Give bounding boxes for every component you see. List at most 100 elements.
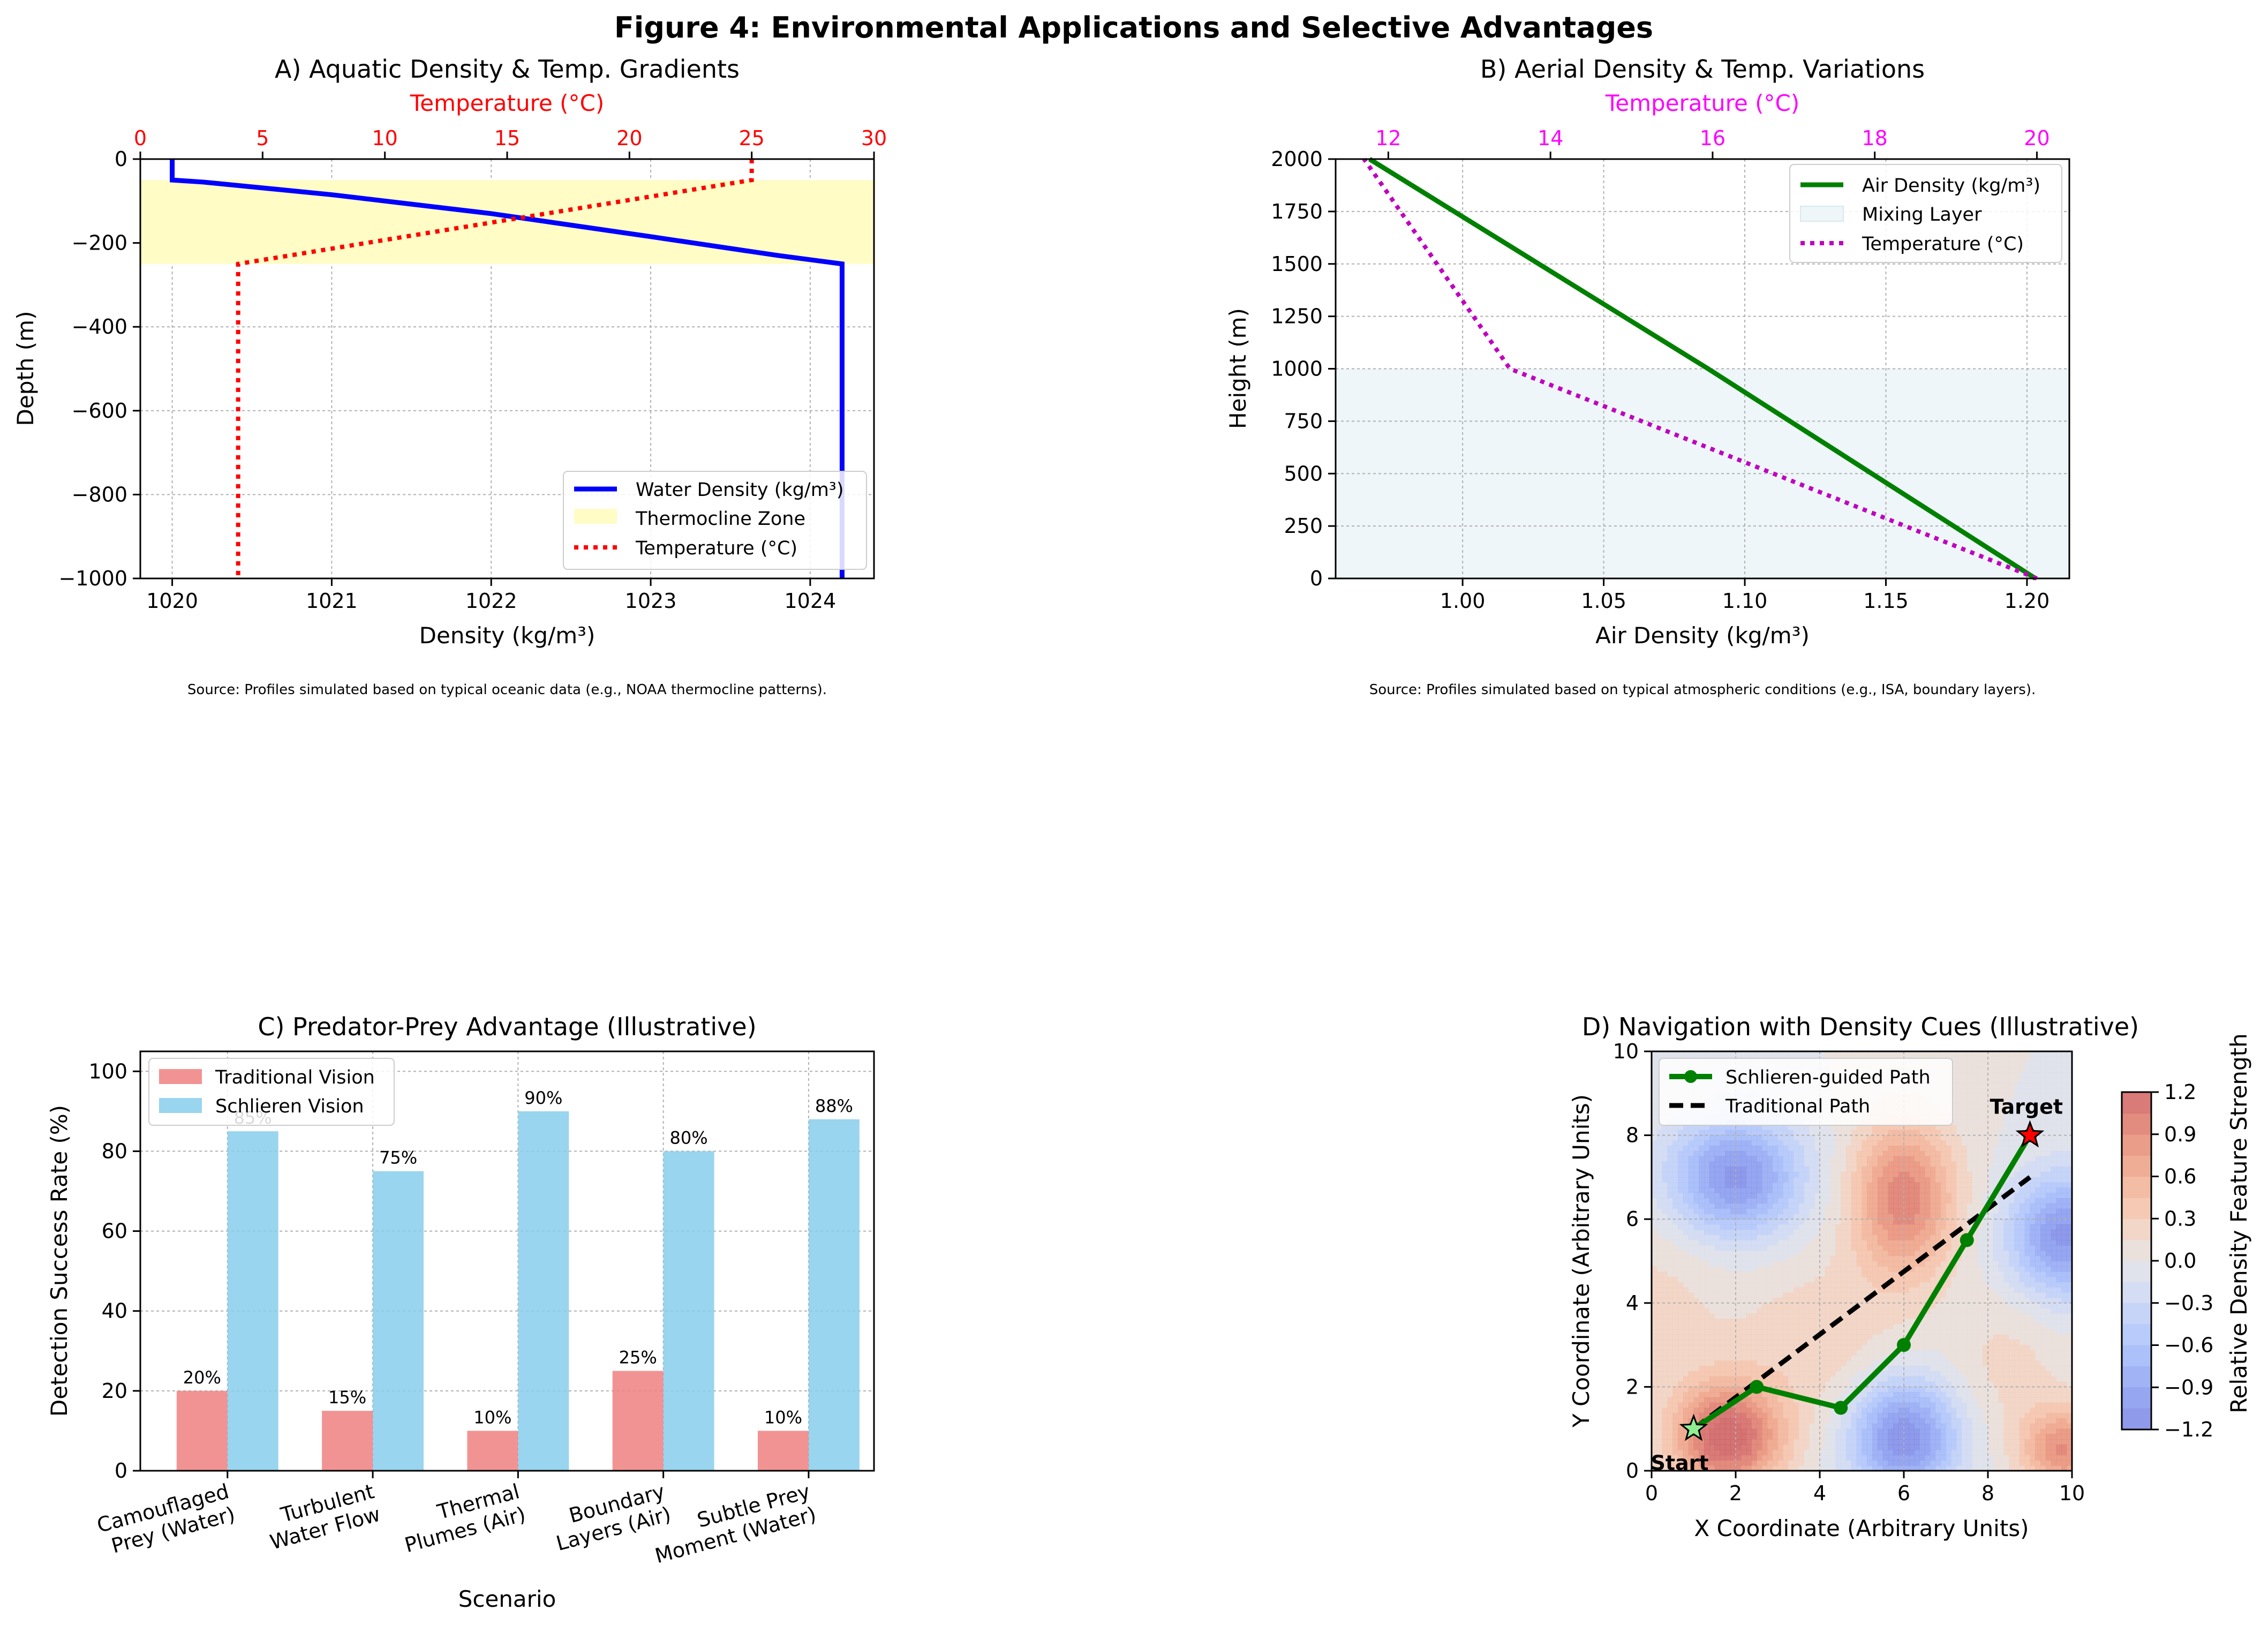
heat-cell bbox=[1961, 1150, 1968, 1157]
heat-cell bbox=[1736, 1413, 1742, 1419]
heat-cell bbox=[1746, 1245, 1752, 1251]
heat-cell bbox=[1678, 1229, 1684, 1236]
heat-cell bbox=[1914, 1229, 1920, 1236]
heat-cell bbox=[1757, 1308, 1762, 1314]
heat-cell bbox=[1862, 1140, 1867, 1146]
heat-cell bbox=[1867, 1187, 1873, 1193]
heat-cell bbox=[1762, 1455, 1768, 1461]
heat-cell bbox=[1835, 1350, 1841, 1356]
heat-cell bbox=[1925, 1345, 1931, 1351]
heat-cell bbox=[1835, 1245, 1841, 1251]
heat-cell bbox=[1652, 1287, 1657, 1293]
heat-cell bbox=[1772, 1329, 1779, 1335]
heat-cell bbox=[1709, 1460, 1715, 1466]
heat-cell bbox=[1788, 1449, 1794, 1456]
heat-cell bbox=[1956, 1340, 1962, 1345]
heat-cell bbox=[1851, 1266, 1857, 1272]
heat-cell bbox=[1830, 1355, 1836, 1361]
heat-cell bbox=[1841, 1177, 1847, 1183]
heat-cell bbox=[1736, 1224, 1742, 1230]
heat-cell bbox=[1904, 1445, 1910, 1450]
heat-cell bbox=[1914, 1182, 1920, 1188]
heat-cell bbox=[1951, 1272, 1957, 1277]
panel-b-xtick-label: 1.15 bbox=[1863, 589, 1909, 613]
heat-cell bbox=[1925, 1140, 1931, 1146]
heat-cell bbox=[1662, 1150, 1668, 1157]
heat-cell bbox=[1851, 1360, 1857, 1366]
heat-cell bbox=[1798, 1308, 1805, 1314]
panel-a-ytick-label: −200 bbox=[72, 231, 127, 255]
heat-cell bbox=[1825, 1229, 1831, 1236]
heat-cell bbox=[1851, 1287, 1857, 1293]
heat-cell bbox=[1940, 1381, 1947, 1387]
heat-cell bbox=[1652, 1150, 1657, 1157]
heat-cell bbox=[1720, 1449, 1726, 1456]
heat-cell bbox=[1946, 1360, 1951, 1366]
heat-cell bbox=[1714, 1323, 1721, 1330]
heat-cell bbox=[1956, 1198, 1962, 1204]
heat-cell bbox=[1720, 1156, 1726, 1162]
heat-cell bbox=[1877, 1397, 1883, 1403]
heat-cell bbox=[1667, 1308, 1673, 1314]
heat-cell bbox=[1730, 1439, 1736, 1445]
heat-cell bbox=[1793, 1125, 1799, 1131]
heat-cell bbox=[1904, 1402, 1910, 1409]
heat-cell bbox=[1925, 1203, 1931, 1209]
heat-cell bbox=[1662, 1387, 1668, 1393]
panel-a-y-ticks: 0−200−400−600−800−1000 bbox=[58, 147, 140, 590]
heat-cell bbox=[1956, 1193, 1962, 1199]
heat-cell bbox=[1740, 1224, 1747, 1230]
heat-cell bbox=[1788, 1266, 1794, 1272]
heat-cell bbox=[1935, 1177, 1941, 1183]
heat-cell bbox=[1930, 1371, 1936, 1377]
heat-cell bbox=[1919, 1261, 1925, 1267]
heat-cell bbox=[1830, 1161, 1836, 1167]
panel-a-top-tick-label: 10 bbox=[372, 126, 397, 150]
heat-cell bbox=[1830, 1345, 1836, 1351]
heat-cell bbox=[1662, 1413, 1668, 1419]
heat-cell bbox=[1919, 1350, 1925, 1356]
heat-cell bbox=[1925, 1371, 1931, 1377]
heat-cell bbox=[1893, 1360, 1899, 1366]
heat-cell bbox=[1841, 1323, 1847, 1330]
heat-cell bbox=[1746, 1146, 1752, 1152]
heat-cell bbox=[1940, 1172, 1947, 1178]
heat-cell bbox=[1862, 1167, 1867, 1172]
heat-cell bbox=[1872, 1428, 1878, 1435]
heat-cell bbox=[1783, 1203, 1789, 1209]
heat-cell bbox=[1667, 1418, 1673, 1424]
heat-cell bbox=[1667, 1298, 1673, 1304]
heat-cell bbox=[1772, 1203, 1779, 1209]
heat-cell bbox=[1793, 1235, 1799, 1240]
heat-cell bbox=[1940, 1292, 1947, 1298]
heat-cell bbox=[1740, 1245, 1747, 1251]
heat-cell bbox=[1683, 1455, 1689, 1461]
heat-cell bbox=[1851, 1146, 1857, 1152]
heat-cell bbox=[1725, 1445, 1731, 1450]
heat-cell bbox=[1877, 1381, 1883, 1387]
heat-cell bbox=[1704, 1167, 1710, 1172]
heat-cell bbox=[1746, 1161, 1752, 1167]
heat-cell bbox=[1788, 1428, 1794, 1435]
heat-cell bbox=[1904, 1208, 1910, 1215]
heat-cell bbox=[1725, 1371, 1731, 1377]
heat-cell bbox=[1867, 1366, 1873, 1372]
heat-cell bbox=[1798, 1408, 1805, 1413]
heat-cell bbox=[1872, 1340, 1878, 1345]
heat-cell bbox=[1888, 1172, 1894, 1178]
heat-cell bbox=[1814, 1329, 1820, 1335]
heat-cell bbox=[1783, 1345, 1789, 1351]
heat-cell bbox=[1893, 1161, 1899, 1167]
heat-cell bbox=[1951, 1371, 1957, 1377]
heat-cell bbox=[1793, 1334, 1799, 1340]
heat-cell bbox=[1672, 1250, 1678, 1257]
heat-cell bbox=[1788, 1146, 1794, 1152]
heat-cell bbox=[1688, 1355, 1694, 1361]
heat-cell bbox=[1793, 1323, 1799, 1330]
heat-cell bbox=[1667, 1272, 1673, 1277]
heat-cell bbox=[1704, 1329, 1710, 1335]
heat-cell bbox=[1841, 1161, 1847, 1167]
heat-cell bbox=[1751, 1292, 1757, 1298]
heat-cell bbox=[1667, 1182, 1673, 1188]
heat-cell bbox=[1709, 1266, 1715, 1272]
